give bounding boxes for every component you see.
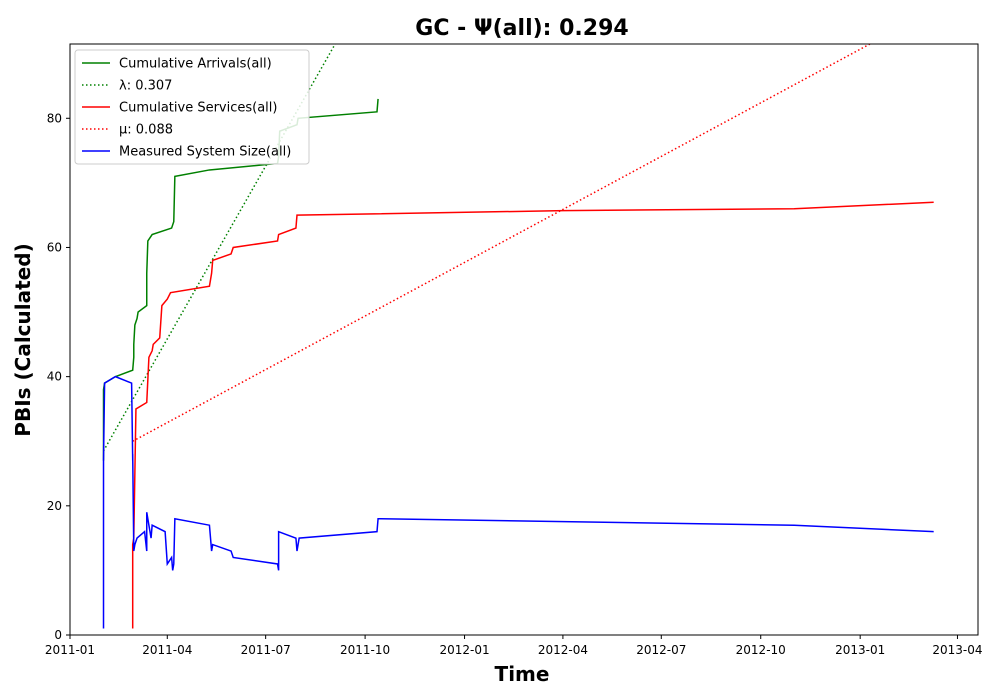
- legend-label: μ: 0.088: [119, 123, 173, 138]
- legend-label: λ: 0.307: [119, 79, 172, 94]
- y-tick-label: 40: [47, 370, 62, 384]
- x-tick-label: 2011-04: [142, 643, 192, 657]
- legend-box: [74, 49, 310, 165]
- x-tick-label: 2011-07: [241, 643, 291, 657]
- x-tick-label: 2013-01: [835, 643, 885, 657]
- plot-frame: [69, 43, 979, 636]
- legend-label: Cumulative Arrivals(all): [119, 57, 272, 72]
- x-tick-label: 2012-07: [636, 643, 686, 657]
- legend-label: Cumulative Services(all): [119, 101, 277, 116]
- x-tick-label: 2011-10: [340, 643, 390, 657]
- y-tick-label: 60: [47, 240, 62, 254]
- x-tick-label: 2012-04: [538, 643, 588, 657]
- series-line-5: [102, 375, 934, 629]
- y-tick-label: 80: [47, 111, 62, 125]
- chart-title: GC - Ψ(all): 0.294: [415, 16, 628, 41]
- x-tick-label: 2011-01: [45, 643, 95, 657]
- x-axis-title: Time: [495, 662, 550, 686]
- x-tick-label: 2012-10: [736, 643, 786, 657]
- x-tick-label: 2012-01: [439, 643, 489, 657]
- y-axis: 0 20 40 60 80: [47, 111, 70, 642]
- y-tick-label: 0: [54, 628, 62, 642]
- series-line-3: [131, 201, 934, 629]
- y-axis-title: PBIs (Calculated): [11, 243, 35, 436]
- legend: Cumulative Arrivals(all) λ: 0.307 Cumulati…: [74, 49, 310, 165]
- x-axis: 2011-01 2011-04 2011-07 2011-10 2012-01 2012-…: [45, 635, 983, 657]
- y-tick-label: 20: [47, 499, 62, 513]
- legend-label: Measured System Size(all): [119, 145, 291, 160]
- x-tick-label: 2013-04: [932, 643, 982, 657]
